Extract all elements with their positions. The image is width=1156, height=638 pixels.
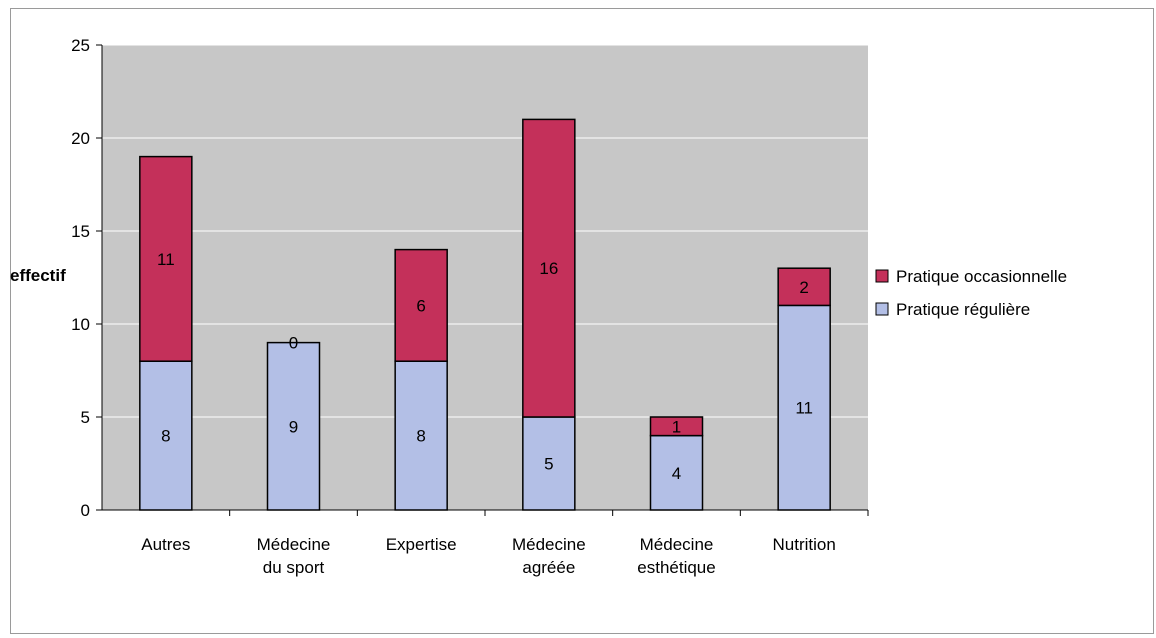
legend-swatch	[875, 302, 889, 316]
y-tick-label: 5	[81, 408, 90, 427]
data-label: 9	[289, 417, 298, 436]
data-label: 2	[799, 278, 808, 297]
data-label: 11	[157, 250, 175, 269]
data-label: 5	[544, 455, 553, 474]
legend-label: Pratique occasionnelle	[896, 267, 1067, 286]
y-tick-label: 10	[71, 315, 90, 334]
bar-segment	[649, 434, 704, 511]
data-label: 16	[539, 259, 558, 278]
legend-label: Pratique régulière	[896, 300, 1030, 319]
data-label: 6	[416, 296, 425, 315]
data-label: 4	[672, 464, 681, 483]
category-label: agréée	[522, 558, 575, 577]
data-label: 0	[289, 334, 298, 353]
category-label: Nutrition	[773, 535, 836, 554]
category-label: Médecine	[512, 535, 586, 554]
bar-segment	[266, 341, 321, 511]
category-label: esthétique	[637, 558, 715, 577]
data-label: 11	[795, 399, 813, 418]
plot-area	[102, 45, 868, 510]
bar-segment	[139, 155, 193, 362]
y-tick-label: 15	[71, 222, 90, 241]
bar-segment	[777, 267, 831, 307]
bar-segment	[649, 416, 704, 437]
category-label: Expertise	[386, 535, 457, 554]
category-label: Médecine	[640, 535, 714, 554]
bar-segment	[139, 360, 193, 511]
data-label: 8	[161, 427, 170, 446]
y-tick-label: 20	[71, 129, 90, 148]
y-tick-label: 25	[71, 36, 90, 55]
legend-swatch	[875, 269, 889, 283]
category-label: Autres	[141, 535, 190, 554]
data-label: 8	[416, 427, 425, 446]
category-label: du sport	[263, 558, 325, 577]
bar-segment	[394, 360, 448, 511]
data-label: 1	[672, 417, 681, 436]
bar-segment	[394, 248, 448, 362]
bar-segment	[522, 118, 576, 418]
y-axis-label: effectif	[10, 266, 66, 285]
y-tick-label: 0	[81, 501, 90, 520]
category-label: Médecine	[257, 535, 331, 554]
